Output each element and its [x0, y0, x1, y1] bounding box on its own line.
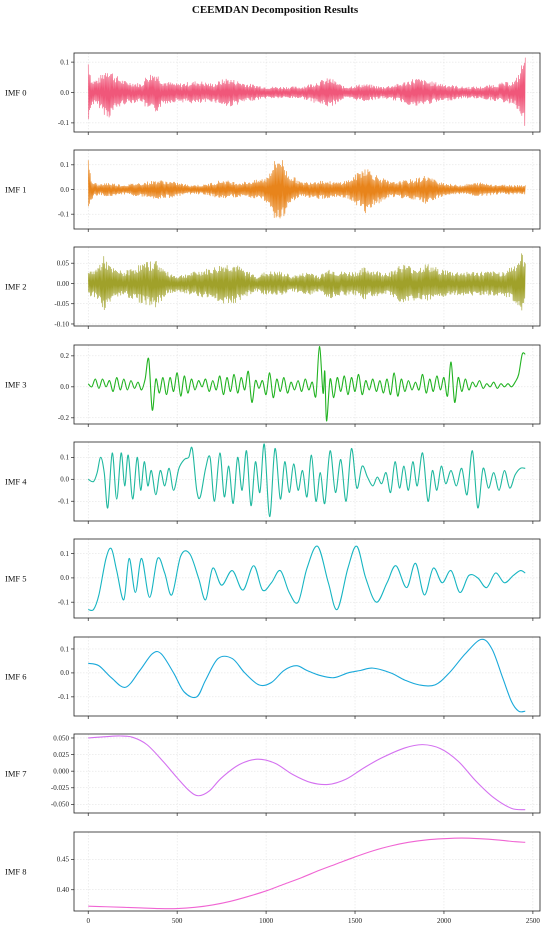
panel-label: IMF 4: [5, 477, 27, 487]
y-tick-label: 0.05: [57, 260, 70, 268]
y-tick-label: 0.45: [57, 856, 70, 864]
y-tick-label: -0.2: [58, 414, 70, 422]
imf-series-line: [87, 345, 526, 422]
y-tick-label: 0.00: [57, 280, 70, 288]
y-tick-label: -0.1: [58, 693, 70, 701]
imf-panel: 0.050 0.025 0.000 -0.025 -0.050 IMF 7: [5, 733, 541, 816]
y-tick-label: 0.0: [60, 476, 69, 484]
y-tick-label: 0.0: [60, 669, 69, 677]
imf-series-line: [88, 545, 526, 612]
y-tick-label: -0.10: [54, 320, 69, 328]
panel-frame: [73, 831, 541, 912]
x-tick-label: 1000: [259, 917, 274, 925]
panel-label: IMF 0: [5, 88, 27, 98]
y-tick-label: -0.05: [54, 300, 69, 308]
y-tick-label: -0.050: [51, 801, 70, 809]
y-tick-label: 0.0: [60, 89, 69, 97]
y-tick-label: 0.1: [60, 550, 69, 558]
y-tick-label: 0.1: [60, 645, 69, 653]
imf-panel: 0.1 0.0 -0.1 IMF 6: [5, 636, 541, 719]
panel-label: IMF 5: [5, 574, 27, 584]
panel-label: IMF 6: [5, 672, 27, 682]
imf-panel: 0.2 0.0 -0.2 IMF 3: [5, 344, 541, 427]
panel-label: IMF 8: [5, 867, 27, 877]
y-tick-label: -0.1: [58, 119, 70, 127]
y-tick-label: -0.025: [51, 784, 70, 792]
y-tick-label: 0.1: [60, 58, 69, 66]
y-tick-label: 0.1: [60, 161, 69, 169]
imf-series-line: [88, 837, 526, 910]
y-tick-label: 0.1: [60, 454, 69, 462]
x-tick-label: 2500: [526, 917, 541, 925]
panel-frame: [73, 246, 541, 327]
imf-panel: 0.1 0.0 -0.1 IMF 4: [5, 441, 541, 524]
imf-series-line: [87, 443, 526, 518]
imf-panel: 0.1 0.0 -0.1 IMF 1: [5, 149, 541, 232]
y-tick-label: -0.1: [58, 599, 70, 607]
panel-frame: [73, 441, 541, 522]
panel-label: IMF 2: [5, 282, 27, 292]
panel-label: IMF 3: [5, 380, 27, 390]
y-tick-label: 0.0: [60, 574, 69, 582]
y-tick-label: -0.1: [58, 210, 70, 218]
y-tick-label: 0.0: [60, 383, 69, 391]
imf-series-line: [87, 57, 526, 126]
panel-label: IMF 1: [5, 185, 27, 195]
imf-series-line: [87, 160, 526, 219]
y-tick-label: 0.000: [53, 767, 69, 775]
panel-label: IMF 7: [5, 769, 27, 779]
chart-title: CEEMDAN Decomposition Results: [191, 4, 359, 16]
imf-panel: 0.05 0.00 -0.05 -0.10 IMF 2: [5, 246, 541, 329]
imf-series-line: [88, 735, 526, 811]
panel-frame: [73, 344, 541, 425]
imf-series-line: [87, 253, 526, 311]
y-tick-label: 0.0: [60, 186, 69, 194]
x-tick-label: 0: [86, 917, 90, 925]
panel-frame: [73, 733, 541, 814]
y-tick-label: 0.025: [53, 751, 69, 759]
panel-frame: [73, 636, 541, 717]
y-tick-label: 0.2: [60, 352, 69, 360]
x-tick-label: 1500: [348, 917, 363, 925]
imf-panel: 0.45 0.40 IMF 8 0 500 1000 1500 2000 2500: [5, 831, 541, 925]
imf-series-line: [88, 638, 526, 713]
panel-frame: [73, 538, 541, 619]
x-tick-label: 2000: [437, 917, 452, 925]
y-tick-label: -0.1: [58, 498, 70, 506]
y-tick-label: 0.050: [53, 734, 69, 742]
imf-panel: 0.1 0.0 -0.1 IMF 0: [5, 52, 541, 135]
y-tick-label: 0.40: [57, 886, 70, 894]
imf-panel: 0.1 0.0 -0.1 IMF 5: [5, 538, 541, 621]
x-tick-label: 500: [172, 917, 183, 925]
